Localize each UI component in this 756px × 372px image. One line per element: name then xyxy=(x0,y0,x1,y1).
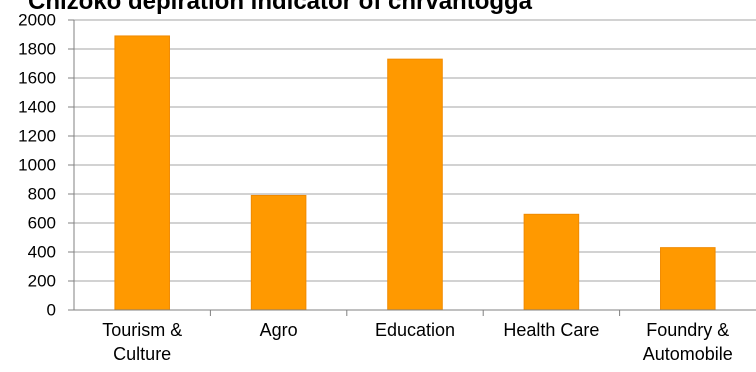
x-category-label: Agro xyxy=(260,320,298,340)
bar xyxy=(523,213,580,311)
bar xyxy=(660,247,716,311)
y-tick-label: 1200 xyxy=(18,127,56,146)
bar xyxy=(250,194,307,311)
x-category-label: Health Care xyxy=(503,320,599,340)
bar xyxy=(114,35,170,311)
x-category-label: Tourism & xyxy=(102,320,182,340)
x-category-label: Culture xyxy=(113,344,171,364)
x-category-label: Foundry & xyxy=(646,320,729,340)
x-category-label: Automobile xyxy=(643,344,733,364)
x-category-label: Education xyxy=(375,320,455,340)
y-tick-label: 800 xyxy=(28,185,56,204)
chart-title: Chizoko depiration indicator of chrvahto… xyxy=(28,0,533,15)
y-tick-label: 2000 xyxy=(18,11,56,30)
y-tick-label: 400 xyxy=(28,243,56,262)
axes xyxy=(68,19,756,316)
bars xyxy=(114,35,716,311)
x-category-labels: Tourism & Culture Agro Education Health Care… xyxy=(102,320,733,364)
y-tick-label: 0 xyxy=(47,301,56,320)
y-tick-label: 200 xyxy=(28,272,56,291)
y-tick-label: 600 xyxy=(28,214,56,233)
y-tick-label: 1800 xyxy=(18,40,56,59)
bar xyxy=(387,58,443,311)
y-tick-label: 1600 xyxy=(18,69,56,88)
y-tick-label: 1400 xyxy=(18,98,56,117)
y-tick-labels: 0 200 400 600 800 1000 1200 1400 1600 1800 2000 xyxy=(18,11,56,320)
y-tick-label: 1000 xyxy=(18,156,56,175)
